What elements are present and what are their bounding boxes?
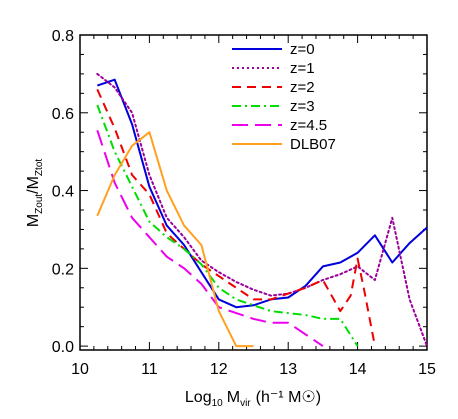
x-tick-label: 10 <box>71 361 89 378</box>
tick-labels: 10 11 12 13 14 15 0.0 0.2 0.4 0.6 0.8 <box>52 28 436 378</box>
x-tick-label: 12 <box>210 361 228 378</box>
plot-frame <box>79 34 428 351</box>
legend-label: z=4.5 <box>290 117 327 134</box>
series-line-z-0 <box>96 78 428 309</box>
x-tick-label: 11 <box>141 361 158 378</box>
series-line-z-3 <box>96 104 359 347</box>
y-axis-title: MZout/MZtot <box>25 159 45 228</box>
legend-label: z=3 <box>290 98 315 115</box>
plot-area <box>79 34 428 351</box>
series-layer <box>96 72 428 348</box>
y-tick-label: 0.0 <box>52 339 74 356</box>
y-tick-label: 0.2 <box>52 261 74 278</box>
x-tick-label: 15 <box>418 361 436 378</box>
legend-label: z=2 <box>290 79 315 96</box>
series-line-z-4-5 <box>96 129 324 347</box>
legend: z=0 z=1 z=2 z=3 z=4.5 DLB07 <box>232 41 336 153</box>
series-line-dlb07 <box>96 131 254 348</box>
y-tick-label: 0.8 <box>52 28 74 45</box>
x-tick-label: 13 <box>279 361 297 378</box>
y-tick-label: 0.6 <box>52 106 74 123</box>
series-line-z-1 <box>96 72 428 348</box>
axis-ticks <box>79 34 428 350</box>
x-axis-title: Log10 Mvir (h⁻¹ M☉) <box>185 389 321 409</box>
legend-label: DLB07 <box>290 136 336 153</box>
legend-label: z=0 <box>290 41 315 58</box>
series-line-z-2 <box>96 88 376 347</box>
legend-label: z=1 <box>290 60 315 77</box>
y-tick-label: 0.4 <box>52 184 74 201</box>
x-tick-label: 14 <box>349 361 367 378</box>
